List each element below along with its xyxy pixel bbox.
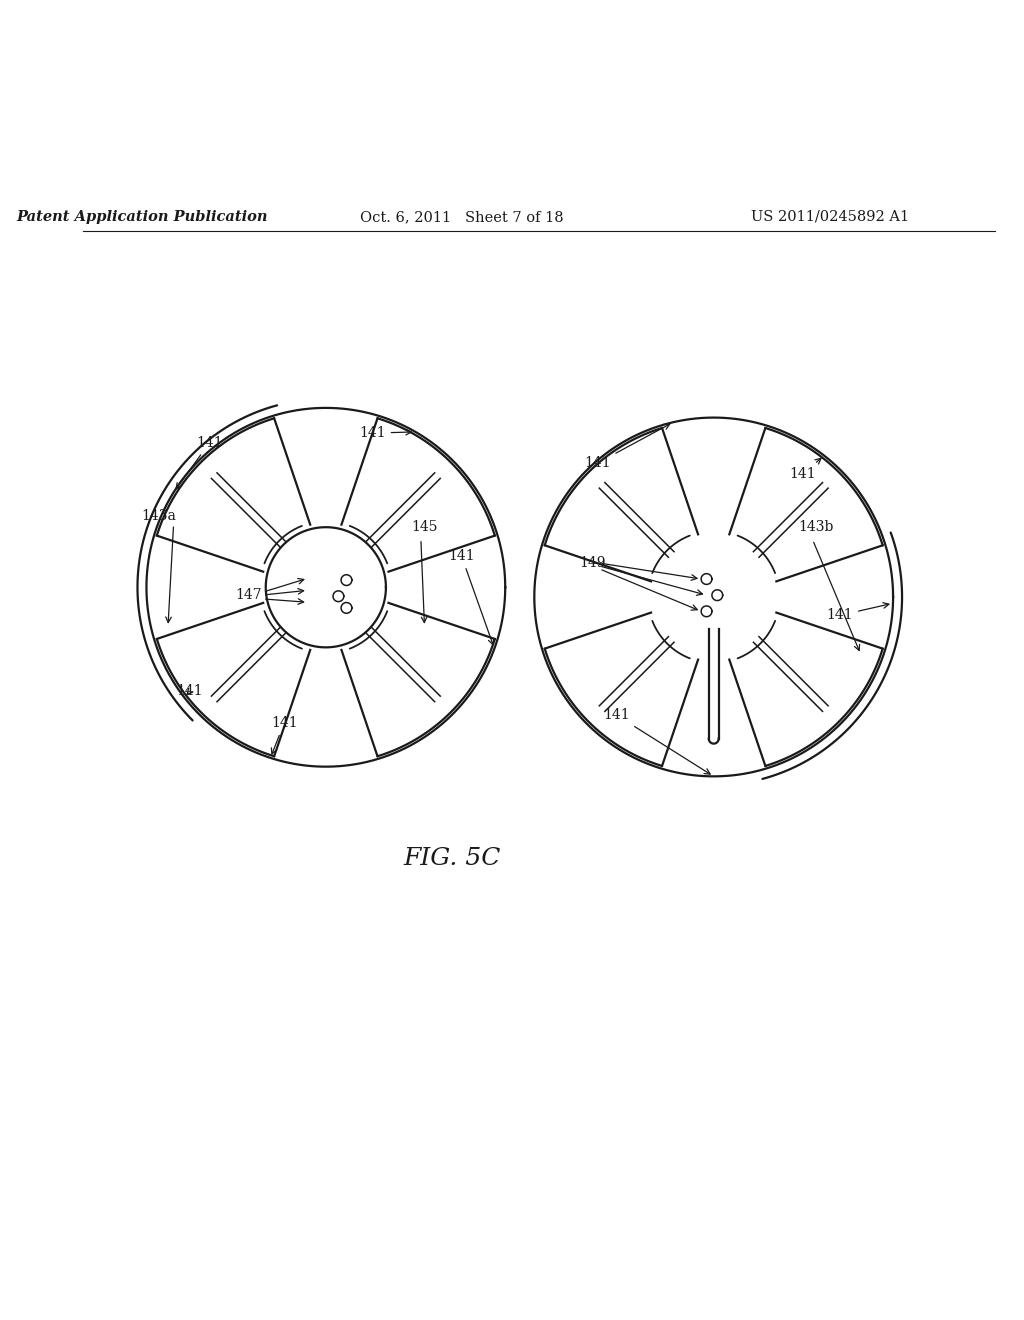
Text: FIG. 5C: FIG. 5C: [403, 847, 501, 870]
Text: 141: 141: [603, 709, 711, 774]
Text: 149: 149: [580, 556, 606, 570]
Text: Patent Application Publication: Patent Application Publication: [15, 210, 267, 224]
Text: 141: 141: [584, 424, 670, 470]
Text: 141: 141: [449, 549, 494, 644]
Text: 141: 141: [790, 458, 821, 480]
Text: 141: 141: [177, 684, 204, 698]
Text: 145: 145: [412, 520, 438, 535]
Text: Oct. 6, 2011   Sheet 7 of 18: Oct. 6, 2011 Sheet 7 of 18: [359, 210, 563, 224]
Text: 143b: 143b: [798, 520, 834, 535]
Text: 141: 141: [359, 426, 412, 440]
Text: 143a: 143a: [141, 510, 176, 524]
Text: 141: 141: [826, 603, 889, 623]
Text: 141: 141: [270, 715, 297, 754]
Text: 147: 147: [234, 587, 261, 602]
Text: 141: 141: [176, 436, 223, 488]
Text: US 2011/0245892 A1: US 2011/0245892 A1: [751, 210, 909, 224]
